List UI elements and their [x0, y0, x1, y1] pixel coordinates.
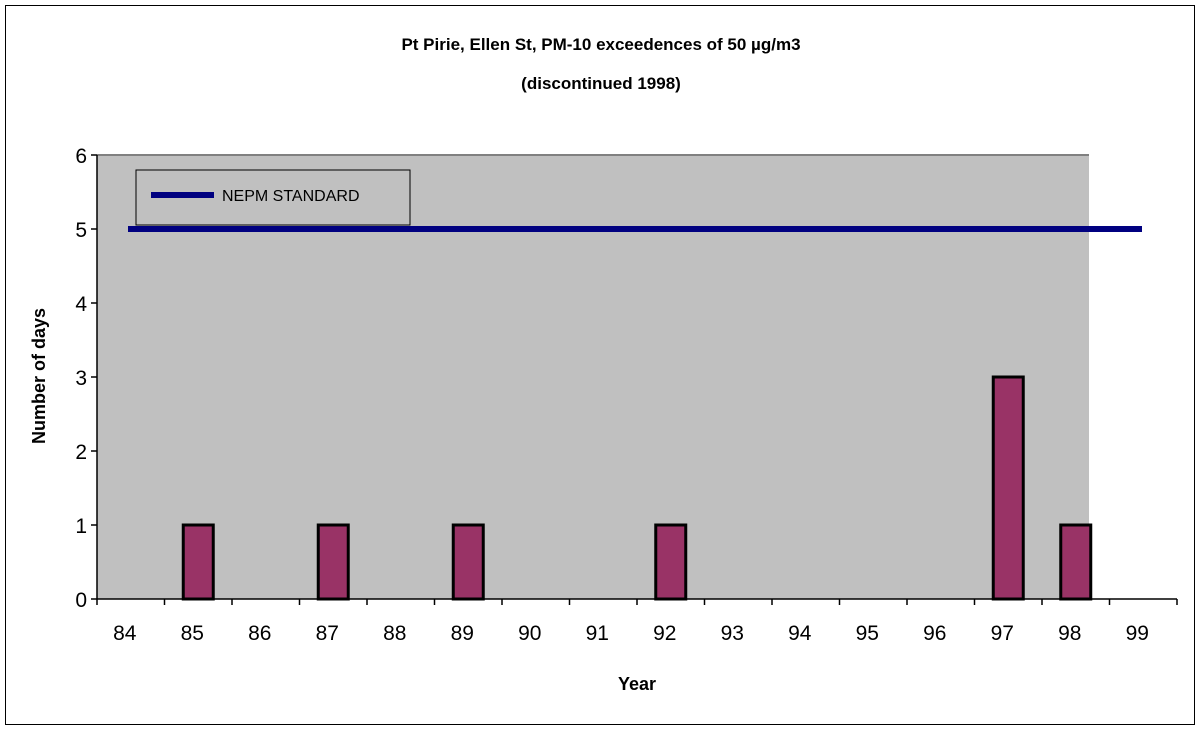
x-tick-label-90: 90 [518, 622, 541, 645]
y-tick-label-4: 4 [75, 293, 87, 316]
bar-89 [451, 523, 485, 601]
legend-box [135, 169, 411, 226]
legend-label-nepm-standard: NEPM STANDARD [222, 188, 360, 205]
y-tick-label-5: 5 [75, 219, 87, 242]
y-tick-label-1: 1 [75, 515, 87, 538]
x-tick-label-87: 87 [316, 622, 339, 645]
x-tick-label-98: 98 [1058, 622, 1081, 645]
chart-title: Pt Pirie, Ellen St, PM-10 exceedences of… [401, 35, 800, 54]
x-tick-label-99: 99 [1126, 622, 1149, 645]
x-tick-label-91: 91 [586, 622, 609, 645]
y-tick-label-0: 0 [75, 589, 87, 612]
x-axis-label: Year [618, 674, 656, 694]
x-tick-label-88: 88 [383, 622, 406, 645]
x-tick-label-89: 89 [451, 622, 474, 645]
bar-98 [1059, 523, 1093, 601]
chart-subtitle: (discontinued 1998) [521, 74, 681, 93]
bar-87 [316, 523, 350, 601]
x-tick-label-94: 94 [788, 622, 812, 645]
x-tick-label-96: 96 [923, 622, 946, 645]
y-tick-label-6: 6 [75, 145, 87, 168]
x-tick-label-86: 86 [248, 622, 271, 645]
bar-85 [181, 523, 215, 601]
legend: NEPM STANDARD [135, 169, 411, 226]
bar-92 [654, 523, 688, 601]
x-tick-label-84: 84 [113, 622, 137, 645]
x-tick-label-97: 97 [991, 622, 1014, 645]
x-tick-label-92: 92 [653, 622, 676, 645]
y-tick-label-2: 2 [75, 441, 87, 464]
x-tick-label-95: 95 [856, 622, 879, 645]
y-tick-label-3: 3 [75, 367, 87, 390]
x-tick-label-93: 93 [721, 622, 744, 645]
y-axis-label: Number of days [29, 308, 49, 444]
x-tick-label-85: 85 [181, 622, 204, 645]
bar-97 [991, 375, 1025, 601]
